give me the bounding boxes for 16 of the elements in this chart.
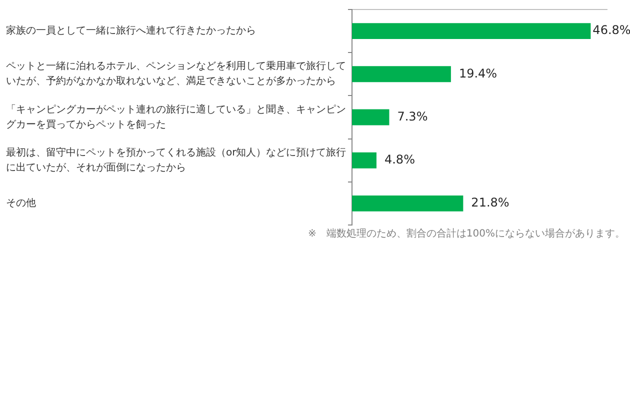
- bar: [352, 152, 376, 168]
- y-tick-label: ペットと一緒に泊れるホテル、ペンションなどを利用して乗用車で旅行していたが、予約がなかなか取れないなど、満足できないことが多かったから: [6, 60, 346, 88]
- bar: [352, 109, 390, 126]
- y-tick-label: 家族の一員として一緒に旅行へ連れて行きたかったから: [6, 24, 256, 37]
- data-label: 46.8%: [592, 23, 630, 38]
- bar: [352, 195, 464, 212]
- y-tick-label: 「キャンピングカーがペット連れの旅行に適している」と聞き、キャンピングカーを買ってからペットを飼った: [6, 103, 346, 130]
- data-label: 21.8%: [471, 196, 510, 210]
- data-label: 7.3%: [397, 109, 428, 124]
- bar: [352, 23, 591, 40]
- bar: [352, 66, 451, 82]
- y-tick-label: その他: [6, 197, 36, 210]
- data-label: 19.4%: [458, 66, 498, 80]
- data-label: 4.8%: [384, 152, 415, 166]
- text: ※ 端数処理のため、割合の合計は100%にならない場合があります。: [308, 228, 625, 240]
- y-tick-label: 最初は、留守中にペットを預かってくれる施設（or知人）などに預けて旅行に出ていたが、それが面倒になったから: [6, 146, 346, 174]
